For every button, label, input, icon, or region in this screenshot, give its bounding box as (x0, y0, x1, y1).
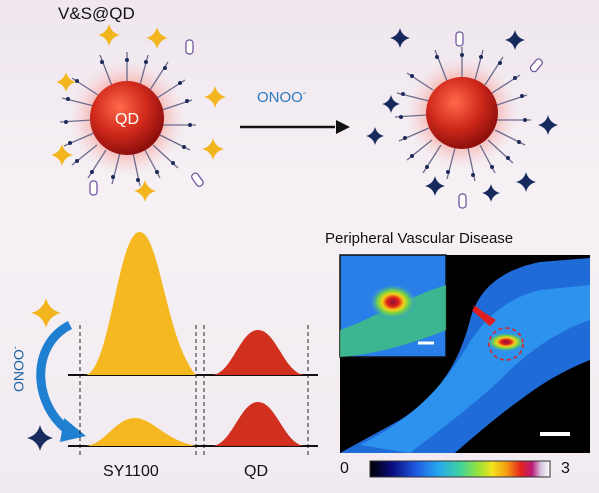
imaging-panel (339, 254, 590, 478)
reaction-label: ONOO- (257, 88, 306, 106)
inset-vessel (340, 285, 446, 357)
reaction-arrow (240, 120, 350, 134)
inset-hotspot (369, 284, 417, 320)
probe-after (366, 28, 558, 209)
vessel-highlight (360, 285, 590, 453)
lesion-pointer-shaft (472, 305, 494, 327)
capsule-tags (89, 39, 204, 196)
ligand-beads (64, 58, 192, 182)
capsule-tags-after (455, 31, 543, 209)
lesion-hotspot (486, 332, 526, 352)
probe-before: QD (51, 24, 226, 202)
imaging-title: Peripheral Vascular Disease (325, 230, 514, 247)
color-scale (369, 460, 551, 478)
qd-peak-after (212, 402, 304, 446)
side-star-gold (31, 298, 61, 328)
qd-peak-before (212, 330, 304, 375)
reaction-label-text: ONOO (257, 89, 303, 106)
ligand-beads-after (399, 53, 527, 177)
scale-max-label: 3 (561, 460, 570, 477)
qd-core (90, 81, 164, 155)
conversion-arrowhead (60, 418, 86, 442)
scale-min-label: 0 (340, 460, 349, 477)
spectra-panel (27, 231, 318, 458)
qd-spectrum-label: QD (244, 463, 268, 480)
sy1100-label: SY1100 (103, 463, 159, 480)
side-star-navy (27, 425, 53, 451)
reaction-charge: - (302, 88, 307, 99)
conversion-arrow (36, 320, 73, 436)
dashed-dividers (79, 325, 309, 458)
qd-core-label: QD (115, 111, 139, 128)
sy1100-peak-before (85, 231, 196, 375)
probe-title: V&S@QD (58, 4, 135, 23)
sy1100-peak-after (85, 418, 196, 446)
lesion-circle (488, 327, 524, 361)
qd-core-after (426, 77, 498, 149)
